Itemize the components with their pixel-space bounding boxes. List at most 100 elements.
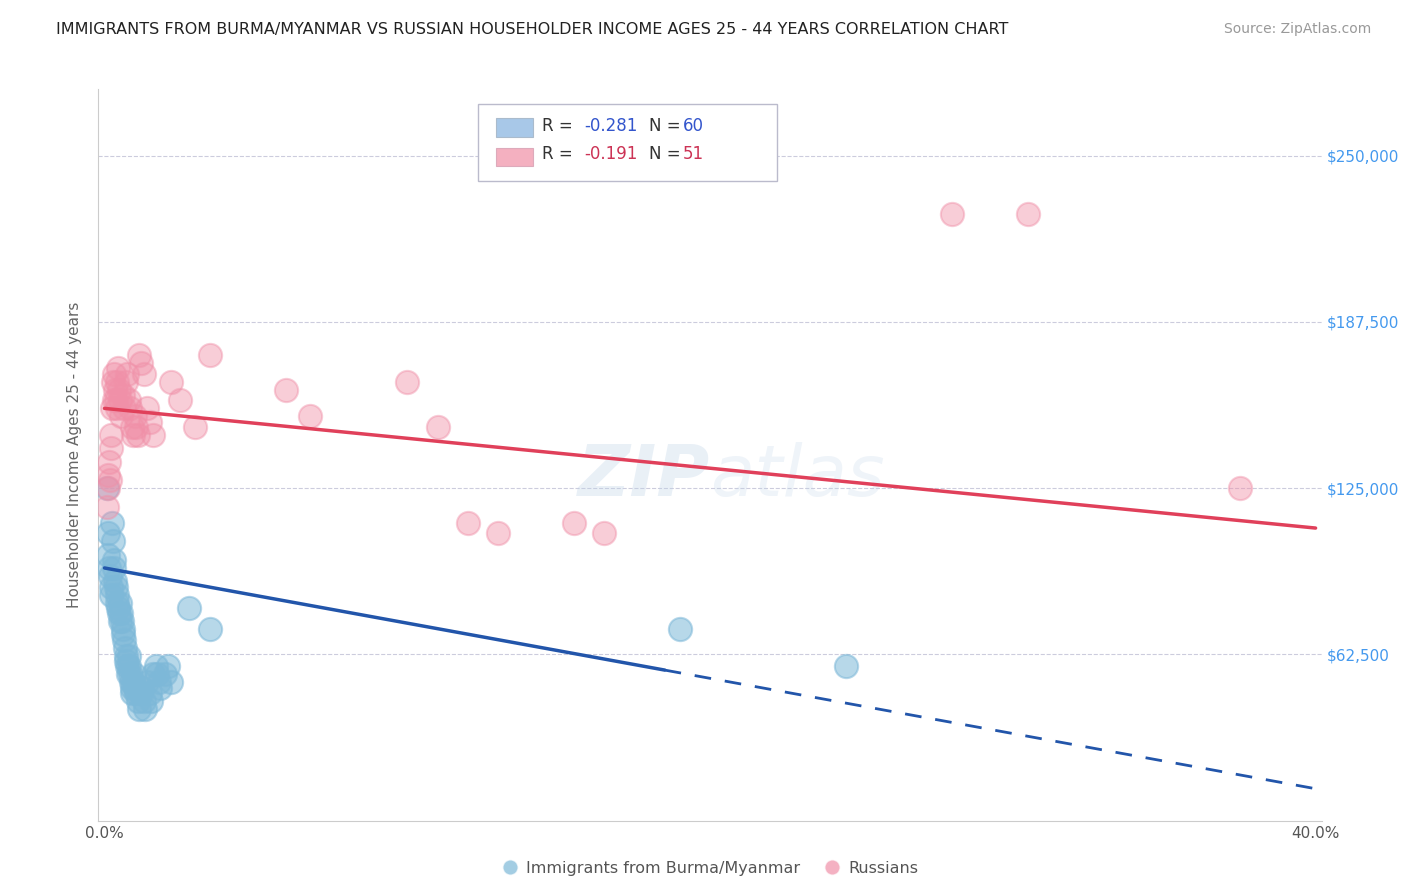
Point (108, 383, 131, 397)
Point (145, 659, 167, 673)
Point (108, 614, 131, 628)
Point (115, 654, 138, 668)
Point (160, 675, 183, 690)
Point (121, 420, 143, 434)
Point (101, 534, 124, 549)
Text: R =: R = (543, 117, 578, 135)
Point (111, 622, 134, 636)
Point (110, 409, 132, 424)
Point (941, 207, 963, 221)
Point (98, 454, 121, 468)
Point (107, 361, 129, 376)
Point (112, 627, 135, 641)
Point (160, 375, 183, 389)
Point (1017, 207, 1039, 221)
Point (115, 367, 138, 381)
Text: -0.191: -0.191 (583, 145, 637, 162)
Point (96, 526, 118, 541)
Point (146, 667, 169, 681)
Point (593, 526, 616, 541)
Point (153, 667, 176, 681)
Point (103, 367, 125, 381)
Point (668, 622, 690, 636)
Point (104, 574, 127, 589)
Point (127, 694, 149, 708)
Point (135, 675, 157, 690)
Text: 51: 51 (683, 145, 704, 162)
Point (457, 516, 479, 530)
Point (122, 428, 145, 442)
Point (104, 383, 127, 397)
Point (124, 409, 146, 424)
Point (105, 595, 128, 609)
Point (149, 681, 172, 695)
Point (117, 667, 139, 681)
Point (107, 600, 129, 615)
Point (562, 516, 585, 530)
Point (111, 614, 134, 628)
Text: -0.281: -0.281 (583, 117, 637, 135)
Point (121, 686, 143, 700)
Point (134, 702, 156, 716)
Point (122, 675, 145, 690)
Point (125, 420, 148, 434)
Point (114, 375, 136, 389)
Point (129, 686, 152, 700)
Point (115, 659, 138, 673)
Point (108, 393, 131, 408)
Point (142, 428, 165, 442)
Bar (496, 148, 533, 166)
Text: 60: 60 (683, 117, 704, 135)
FancyBboxPatch shape (478, 103, 778, 180)
Point (299, 409, 322, 424)
Point (139, 686, 162, 700)
Point (103, 561, 125, 575)
Point (835, 659, 858, 673)
Point (132, 367, 155, 381)
Point (120, 401, 142, 416)
Point (141, 694, 163, 708)
Point (118, 659, 141, 673)
Text: R =: R = (543, 145, 578, 162)
Point (98, 561, 121, 575)
Point (97, 467, 120, 482)
Point (121, 681, 143, 695)
Point (96, 481, 118, 495)
Point (110, 606, 132, 620)
Point (125, 686, 148, 700)
Point (105, 588, 128, 602)
Text: N =: N = (650, 117, 686, 135)
Point (128, 702, 150, 716)
Point (100, 588, 122, 602)
Point (105, 375, 128, 389)
Point (120, 667, 142, 681)
Point (104, 393, 127, 408)
Point (118, 648, 141, 663)
Point (100, 580, 122, 594)
Point (128, 348, 150, 362)
Point (200, 622, 222, 636)
Point (103, 553, 125, 567)
Point (142, 667, 165, 681)
Point (96, 481, 118, 495)
Point (169, 393, 191, 408)
Point (105, 401, 128, 416)
Point (135, 401, 157, 416)
Text: IMMIGRANTS FROM BURMA/MYANMAR VS RUSSIAN HOUSEHOLDER INCOME AGES 25 - 44 YEARS C: IMMIGRANTS FROM BURMA/MYANMAR VS RUSSIAN… (56, 22, 1008, 37)
Bar (496, 119, 533, 136)
Point (112, 401, 135, 416)
Point (101, 375, 124, 389)
Point (114, 648, 136, 663)
Point (200, 348, 222, 362)
Point (127, 428, 149, 442)
Point (118, 393, 141, 408)
Point (129, 356, 152, 370)
Point (184, 420, 207, 434)
Point (122, 667, 145, 681)
Point (96, 500, 118, 514)
Point (112, 632, 135, 647)
Point (148, 675, 170, 690)
Point (98, 569, 121, 583)
Point (426, 420, 449, 434)
Text: ZIP: ZIP (578, 442, 710, 511)
